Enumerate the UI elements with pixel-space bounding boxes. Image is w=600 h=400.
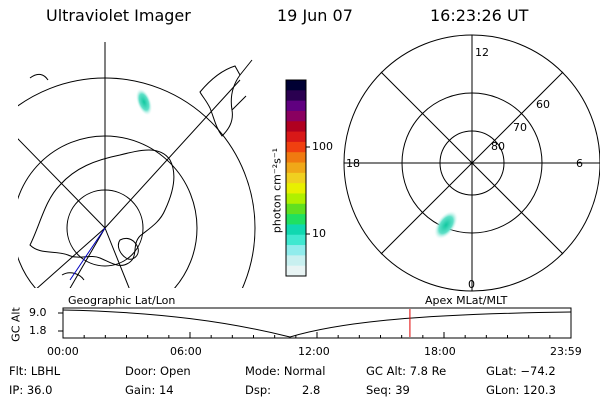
coastline (29, 73, 49, 81)
mlt-label-18: 18 (346, 157, 360, 170)
dsp-label: Dsp: (245, 383, 272, 397)
flt-info: Flt: LBHL (9, 364, 61, 378)
glon-info: GLon: 120.3 (486, 383, 556, 397)
geographic-map (18, 42, 256, 288)
geo-meridian (18, 138, 106, 229)
mlt-label-12: 12 (475, 46, 489, 59)
timeline-panel (58, 307, 572, 339)
colorbar-segment (286, 203, 306, 215)
gain-info: Gain: 14 (125, 383, 174, 397)
colorbar-tick-label: 10 (312, 227, 326, 240)
coastline (199, 65, 241, 137)
mlt-label-0: 0 (468, 278, 475, 291)
coastline (117, 237, 139, 260)
colorbar-segment (286, 224, 306, 236)
time-label: 16:23:26 UT (430, 6, 529, 25)
colorbar-frame (285, 79, 307, 277)
colorbar (285, 79, 307, 277)
lat-label-80: 80 (491, 140, 505, 153)
coastline (29, 149, 175, 266)
timeline-right-title: Apex MLat/MLT (425, 294, 508, 307)
lat-label-70: 70 (513, 121, 527, 134)
altitude-curve (62, 309, 572, 338)
timeline-xtick-label: 06:00 (170, 345, 202, 358)
colorbar-segment (286, 100, 306, 112)
footpoint-trace (69, 227, 106, 281)
colorbar-segment (286, 183, 306, 194)
colorbar-unit-label: photon cm⁻²s⁻¹ (270, 147, 284, 234)
colorbar-segment (286, 80, 306, 91)
colorbar-segment (286, 141, 306, 153)
lat-label-60: 60 (536, 98, 550, 111)
geo-meridian (104, 227, 130, 288)
colorbar-segment (286, 234, 306, 246)
dsp-value: 2.8 (302, 383, 321, 397)
ip-info: IP: 36.0 (9, 383, 53, 397)
timeline-xtick-label: 12:00 (298, 345, 330, 358)
date-label: 19 Jun 07 (277, 6, 353, 25)
timeline-ylabel: GC Alt (9, 307, 23, 342)
colorbar-segment (286, 110, 306, 122)
imager-title: Ultraviolet Imager (46, 6, 191, 25)
timeline-ytick-label: 1.8 (29, 324, 47, 337)
coastline (231, 59, 253, 111)
timeline-left-title: Geographic Lat/Lon (68, 294, 176, 307)
colorbar-segment (286, 121, 306, 133)
seq-info: Seq: 39 (366, 383, 410, 397)
colorbar-segment (286, 152, 306, 164)
timeline-xtick-label: 00:00 (47, 345, 79, 358)
door-info: Door: Open (125, 364, 191, 378)
geo-meridian (36, 227, 106, 288)
mlt-label-6: 6 (576, 157, 583, 170)
geo-meridian (104, 79, 241, 229)
gc-alt-info: GC Alt: 7.8 Re (366, 364, 447, 378)
timeline-xtick-label: 23:59 (550, 345, 582, 358)
polar-aurora-blob (434, 210, 458, 240)
glat-info: GLat: −74.2 (486, 364, 556, 378)
geo-meridian (69, 227, 106, 288)
colorbar-tick-label: 100 (312, 140, 333, 153)
colorbar-segment (286, 255, 306, 267)
colorbar-segment (286, 90, 306, 102)
colorbar-segment (286, 245, 306, 256)
colorbar-segment (286, 214, 306, 225)
colorbar-segment (286, 265, 306, 277)
colorbar-segment (286, 131, 306, 143)
timeline-xtick-label: 18:00 (424, 345, 456, 358)
polar-plot (343, 34, 600, 292)
polar-diagonal (380, 71, 564, 255)
mode-info: Mode: Normal (245, 364, 326, 378)
timeline-ytick-label: 9.0 (29, 306, 47, 319)
colorbar-segment (286, 172, 306, 184)
colorbar-segment (286, 162, 306, 174)
timeline-xticks (62, 332, 572, 338)
colorbar-segment (286, 193, 306, 205)
geo-aurora-blob (135, 88, 153, 116)
